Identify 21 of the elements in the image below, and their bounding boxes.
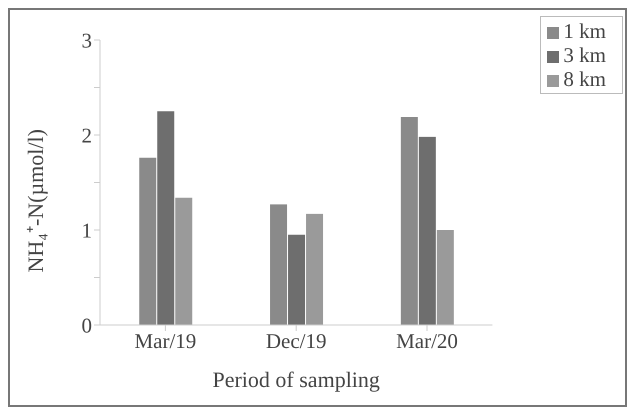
- bar: [270, 204, 288, 325]
- bar: [175, 198, 192, 325]
- bar: [139, 158, 156, 325]
- legend-label: 1 km: [563, 19, 606, 43]
- y-tick-label: 1: [82, 218, 92, 242]
- bar: [418, 136, 436, 325]
- legend-label: 8 km: [563, 67, 606, 91]
- y-tick-label: 3: [82, 28, 92, 52]
- y-tick-label: 2: [82, 123, 92, 148]
- x-tick-label: Dec/19: [266, 328, 327, 353]
- x-axis-title: Period of sampling: [212, 367, 380, 392]
- bar: [306, 214, 324, 325]
- bar: [436, 230, 454, 325]
- y-axis-title: NH₄⁺-N(µmol/l): [22, 129, 48, 272]
- bar: [288, 234, 306, 325]
- legend-label: 3 km: [563, 43, 606, 67]
- x-tick-label: Mar/19: [134, 328, 196, 353]
- y-tick-label: 0: [82, 313, 92, 338]
- x-tick-label: Mar/20: [396, 328, 458, 353]
- bar: [157, 111, 174, 325]
- bar: [400, 116, 418, 325]
